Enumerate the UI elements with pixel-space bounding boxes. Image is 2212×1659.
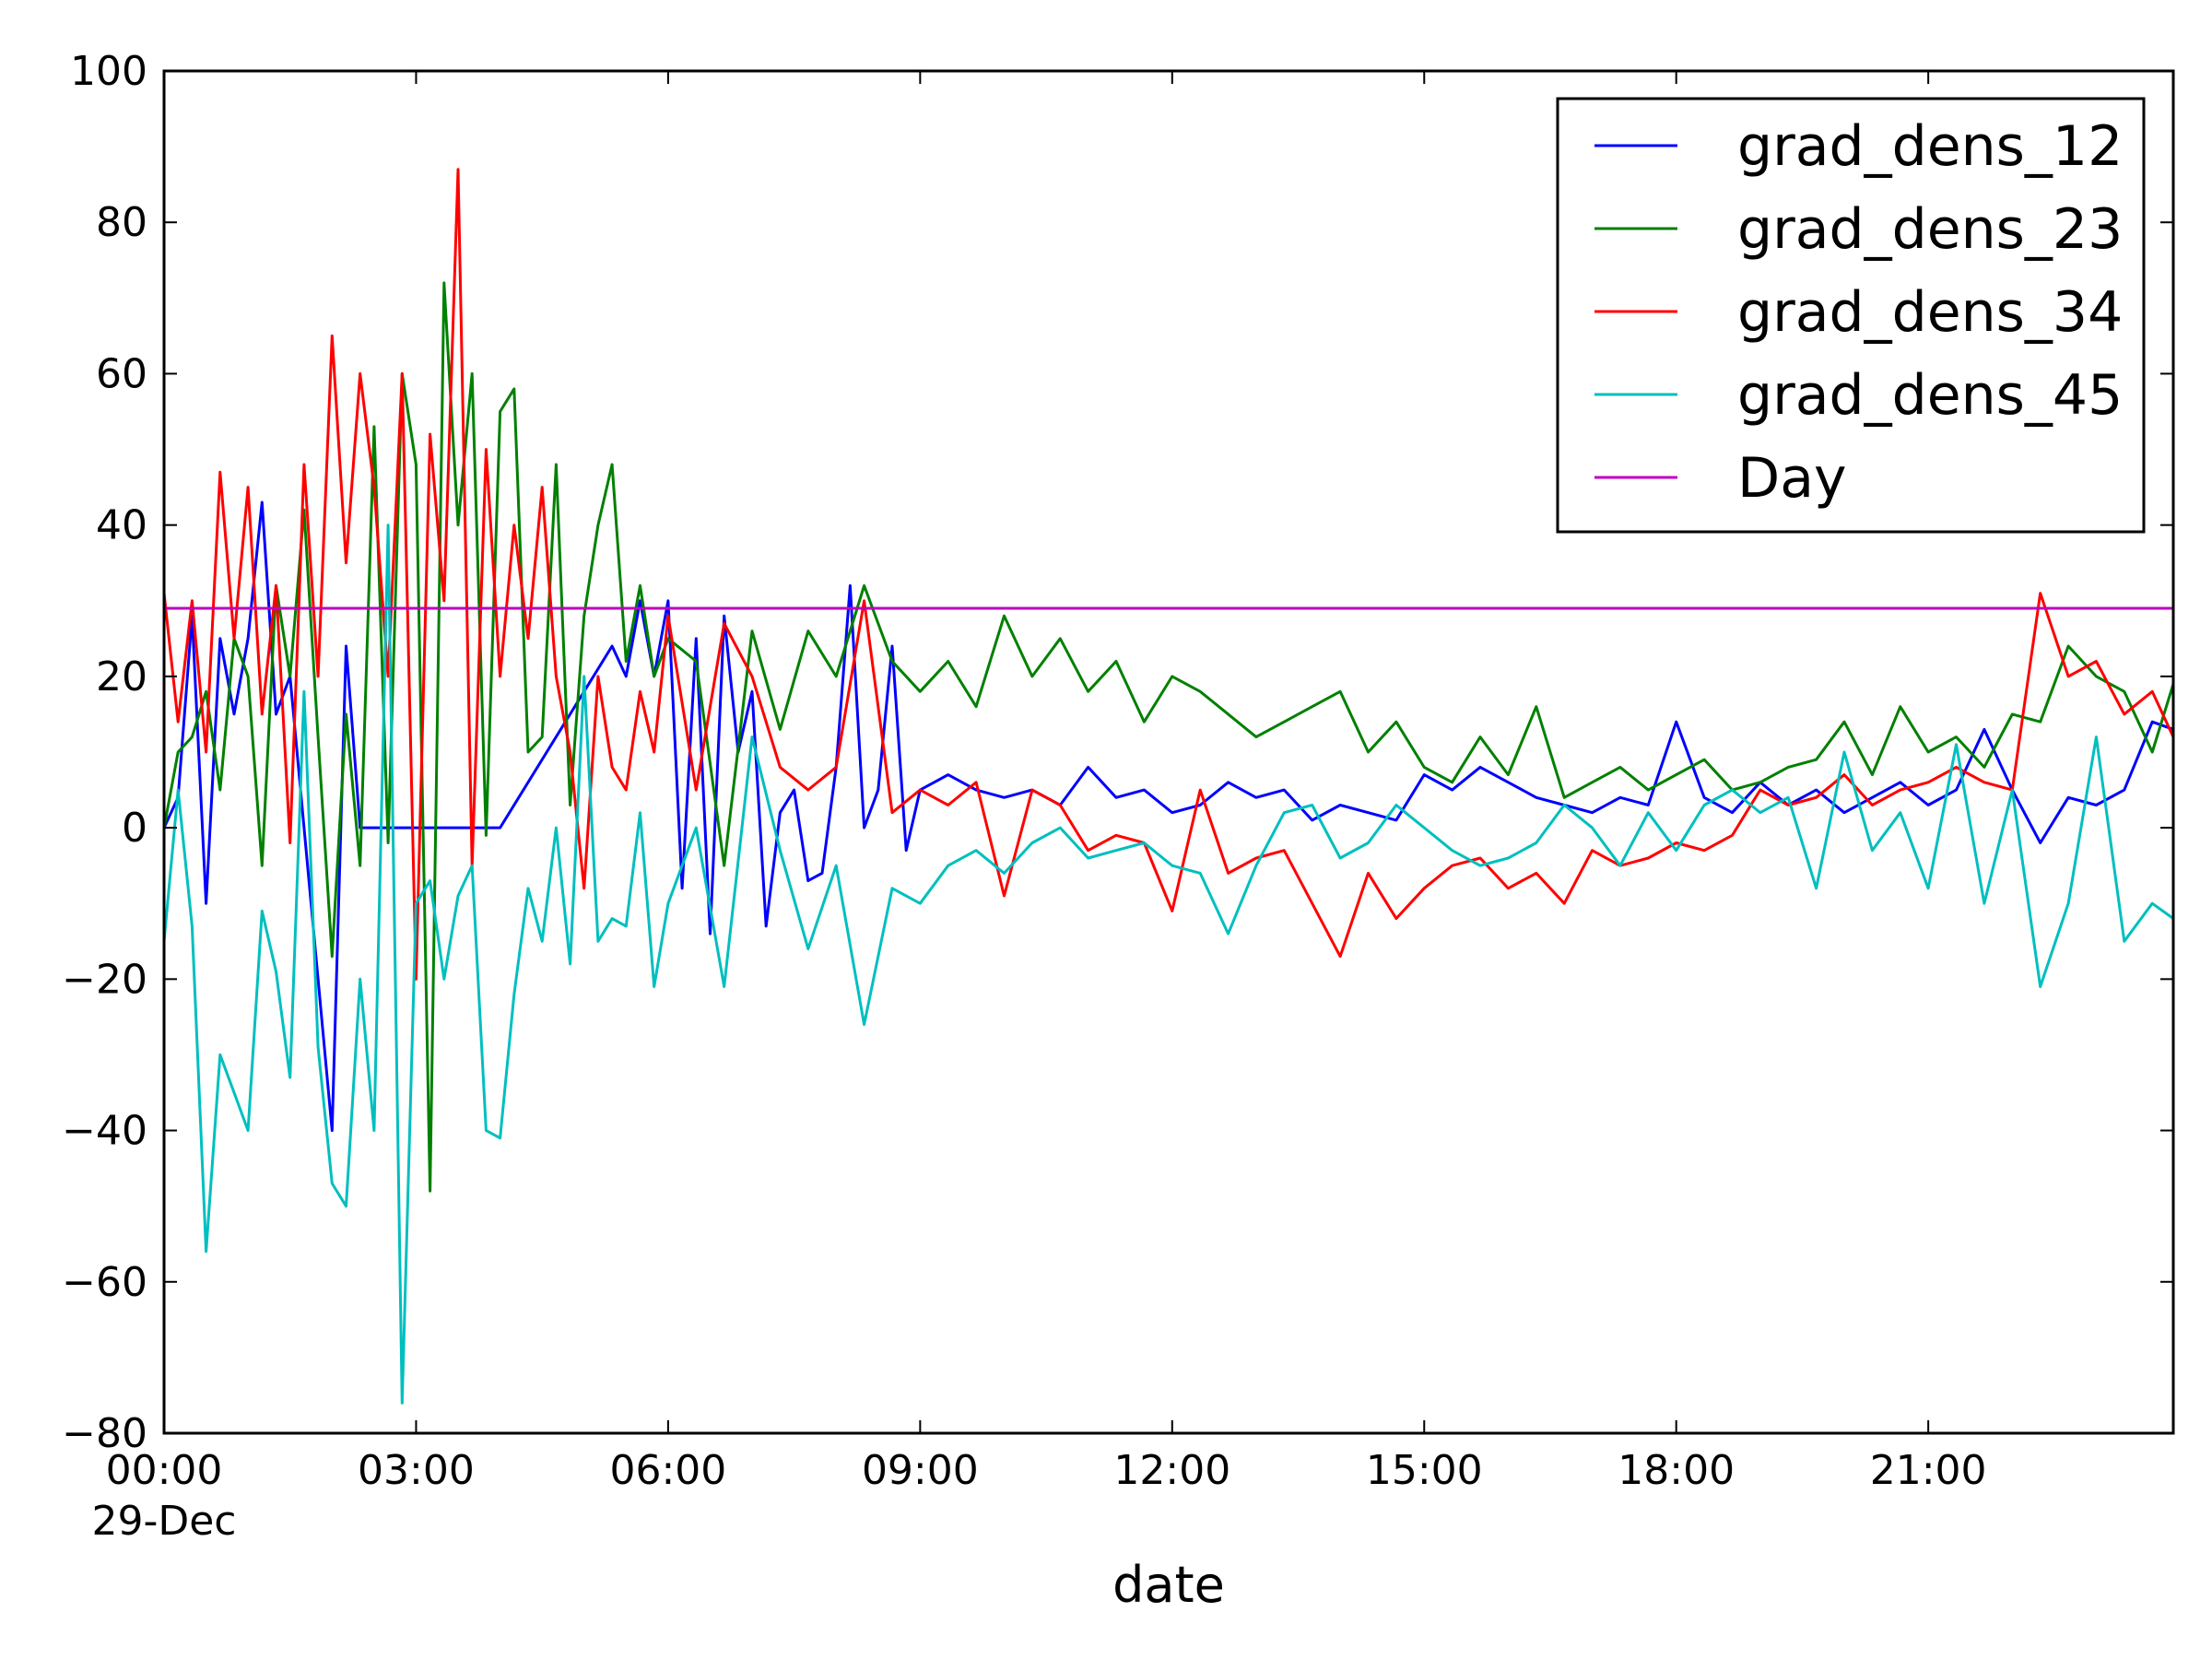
- x-tick-label: 21:00: [1870, 1447, 1987, 1494]
- y-tick-label: −20: [62, 956, 147, 1003]
- plot-area-frame: [162, 69, 2175, 1435]
- series-layer: [164, 168, 2173, 1405]
- x-tick-label: 12:00: [1113, 1447, 1230, 1494]
- y-tick-label: −80: [62, 1410, 147, 1457]
- y-tick-label: −60: [62, 1259, 147, 1306]
- legend-box: [1556, 97, 2146, 534]
- y-tick-label: 80: [96, 199, 147, 246]
- x-tick-label: 03:00: [358, 1447, 475, 1494]
- x-tick-label: 09:00: [862, 1447, 979, 1494]
- legend-label: grad_dens_23: [1737, 197, 2123, 262]
- x-tick-label: 18:00: [1618, 1447, 1735, 1494]
- legend-label: Day: [1737, 446, 1846, 511]
- legend-label: grad_dens_12: [1737, 114, 2123, 179]
- tick-marks: [163, 70, 2173, 1434]
- legend: grad_dens_12 grad_dens_23 grad_dens_34grad…: [1556, 97, 2146, 534]
- y-tick-label: 40: [96, 502, 147, 549]
- x-axis-label: date: [1112, 1556, 1225, 1614]
- x-tick-labels: 00:00 03:00 06:00 09:00 12:00 15:00 18:00 21:00: [106, 1447, 1987, 1494]
- legend-items: grad_dens_12 grad_dens_23 grad_dens_34grad…: [1594, 114, 2123, 511]
- series-line-grad-dens-23: [164, 281, 2173, 1193]
- x-tick-label: 06:00: [609, 1447, 726, 1494]
- y-tick-label: 0: [122, 805, 147, 852]
- series-line-grad-dens-45: [164, 524, 2173, 1405]
- y-tick-label: −40: [62, 1108, 147, 1155]
- y-tick-label: 60: [96, 350, 147, 397]
- legend-label: grad_dens_34: [1737, 280, 2123, 345]
- x-tick-label: 00:00: [106, 1447, 223, 1494]
- x-tick-label: 15:00: [1366, 1447, 1483, 1494]
- y-tick-label: 20: [96, 653, 147, 700]
- legend-label: grad_dens_45: [1737, 363, 2123, 428]
- series-line-grad-dens-34: [164, 168, 2173, 981]
- y-tick-labels: 100 80 60 40 20 0 −20 −40 −60 −80: [62, 48, 147, 1457]
- x-date-label: 29-Dec: [91, 1498, 236, 1545]
- y-tick-label: 100: [70, 48, 147, 95]
